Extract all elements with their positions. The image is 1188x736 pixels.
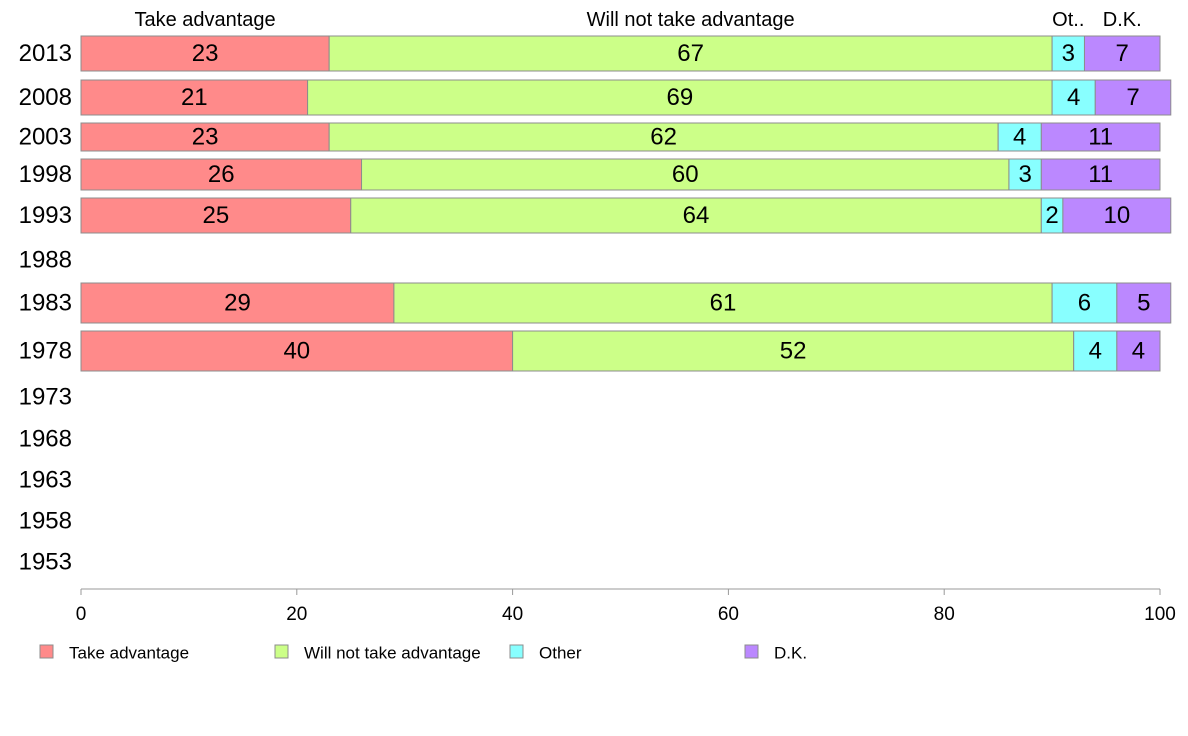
year-label-2003: 2003 xyxy=(19,124,72,151)
legend-swatch-d-k xyxy=(744,644,759,659)
bar-take-advantage-1978 xyxy=(80,330,514,372)
bar-label-take-advantage-2013: 23 xyxy=(192,40,219,67)
bar-label-d-k-1978: 4 xyxy=(1132,338,1145,365)
bar-label-take-advantage-1983: 29 xyxy=(224,290,251,317)
bar-label-will-not-take-advantage-2003: 62 xyxy=(650,124,677,151)
bar-label-take-advantage-2003: 23 xyxy=(192,124,219,151)
x-tick-label-20: 20 xyxy=(286,604,307,625)
year-labels: 2013 2008 2003 1998 1993 1988 1983 1978 1973 1968… xyxy=(19,40,72,576)
year-label-1963: 1963 xyxy=(19,467,72,494)
year-label-1998: 1998 xyxy=(19,161,72,188)
bar-label-take-advantage-1998: 26 xyxy=(208,161,235,188)
x-tick-label-0: 0 xyxy=(76,604,87,625)
bar-label-other-2013: 3 xyxy=(1062,40,1075,67)
year-label-1958: 1958 xyxy=(19,508,72,535)
bar-d-k-2008 xyxy=(1094,79,1172,116)
bar-will-not-take-advantage-1978 xyxy=(512,330,1075,372)
bar-will-not-take-advantage-1993 xyxy=(350,197,1042,234)
legend-label-other: Other xyxy=(539,644,582,663)
bar-d-k-2003 xyxy=(1040,122,1161,152)
bar-take-advantage-1998 xyxy=(80,158,363,191)
year-label-1973: 1973 xyxy=(19,384,72,411)
year-label-1968: 1968 xyxy=(19,426,72,453)
bar-other-2013 xyxy=(1051,35,1085,72)
bar-label-d-k-1998: 11 xyxy=(1088,161,1113,188)
bar-will-not-take-advantage-1983 xyxy=(393,282,1053,324)
bar-label-other-1978: 4 xyxy=(1089,338,1102,365)
legend: Take advantage Will not take advantage Oth… xyxy=(39,644,807,663)
column-headers: Take advantage Will not take advantage Ot.… xyxy=(134,9,1141,31)
bar-label-will-not-take-advantage-1983: 61 xyxy=(710,290,737,317)
bar-will-not-take-advantage-2008 xyxy=(307,79,1053,116)
bar-label-other-2008: 4 xyxy=(1067,84,1080,111)
legend-label-take-advantage: Take advantage xyxy=(69,644,189,663)
bar-label-take-advantage-1978: 40 xyxy=(283,338,310,365)
bar-take-advantage-1983 xyxy=(80,282,395,324)
bar-d-k-1983 xyxy=(1116,282,1172,324)
bar-d-k-1993 xyxy=(1062,197,1172,234)
bar-other-1983 xyxy=(1051,282,1118,324)
bar-label-d-k-2008: 7 xyxy=(1126,84,1139,111)
legend-label-will-not-take-advantage: Will not take advantage xyxy=(304,644,481,663)
bar-label-will-not-take-advantage-2013: 67 xyxy=(677,40,704,67)
bar-label-d-k-2013: 7 xyxy=(1116,40,1129,67)
bar-take-advantage-2008 xyxy=(80,79,309,116)
legend-swatch-other xyxy=(509,644,524,659)
bar-label-other-2003: 4 xyxy=(1013,124,1026,151)
bar-d-k-1978 xyxy=(1116,330,1161,372)
bar-label-other-1998: 3 xyxy=(1018,161,1031,188)
column-header-take-advantage: Take advantage xyxy=(134,9,275,31)
bars-area: 23 67 3 7 21 69 4 7 23 62 4 11 26 60 3 11 25 64 2 10 29 61 6 5 4… xyxy=(80,35,1172,372)
bar-label-other-1983: 6 xyxy=(1078,290,1091,317)
bar-take-advantage-2003 xyxy=(80,122,330,152)
bar-label-other-1993: 2 xyxy=(1045,202,1058,229)
bar-label-will-not-take-advantage-1978: 52 xyxy=(780,338,807,365)
year-label-2008: 2008 xyxy=(19,84,72,111)
bar-label-take-advantage-1993: 25 xyxy=(203,202,230,229)
bar-will-not-take-advantage-2013 xyxy=(328,35,1053,72)
column-header-d-k: D.K. xyxy=(1103,9,1142,31)
bar-label-will-not-take-advantage-1998: 60 xyxy=(672,161,699,188)
bar-take-advantage-1993 xyxy=(80,197,352,234)
year-label-2013: 2013 xyxy=(19,40,72,67)
bar-label-will-not-take-advantage-2008: 69 xyxy=(666,84,693,111)
year-label-1993: 1993 xyxy=(19,202,72,229)
bar-label-take-advantage-2008: 21 xyxy=(181,84,208,111)
column-header-will-not-take-advantage: Will not take advantage xyxy=(587,9,795,31)
x-tick-label-40: 40 xyxy=(502,604,523,625)
bar-other-1978 xyxy=(1073,330,1118,372)
year-label-1953: 1953 xyxy=(19,549,72,576)
column-header-ot: Ot.. xyxy=(1052,9,1084,31)
year-label-1988: 1988 xyxy=(19,247,72,274)
bar-will-not-take-advantage-1998 xyxy=(361,158,1010,191)
legend-swatch-take-advantage xyxy=(39,644,54,659)
legend-label-d-k: D.K. xyxy=(774,644,807,663)
bar-label-d-k-1993: 10 xyxy=(1103,202,1130,229)
bar-take-advantage-2013 xyxy=(80,35,330,72)
bar-label-d-k-1983: 5 xyxy=(1137,290,1150,317)
year-label-1983: 1983 xyxy=(19,290,72,317)
x-axis: 0 20 40 60 80 100 xyxy=(76,588,1176,625)
x-tick-label-80: 80 xyxy=(934,604,955,625)
bar-d-k-2013 xyxy=(1083,35,1161,72)
x-tick-label-60: 60 xyxy=(718,604,739,625)
bar-other-2008 xyxy=(1051,79,1096,116)
year-label-1978: 1978 xyxy=(19,338,72,365)
bar-label-d-k-2003: 11 xyxy=(1088,124,1113,151)
bar-d-k-1998 xyxy=(1040,158,1161,191)
legend-swatch-will-not-take-advantage xyxy=(274,644,289,659)
x-tick-label-100: 100 xyxy=(1144,604,1176,625)
bar-will-not-take-advantage-2003 xyxy=(328,122,999,152)
bar-label-will-not-take-advantage-1993: 64 xyxy=(683,202,710,229)
